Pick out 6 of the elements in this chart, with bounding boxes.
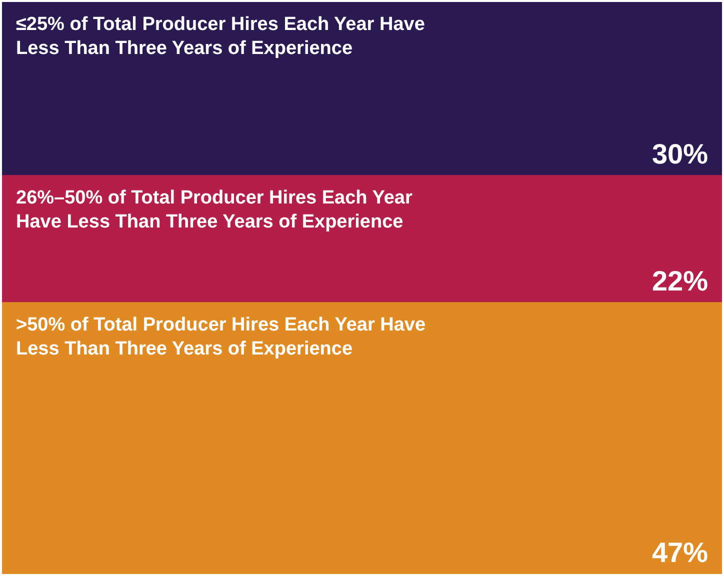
series-label: ≤25% of Total Producer Hires Each Year Have Less Than Three Years of Experience <box>16 14 425 59</box>
data-label: 22% <box>652 265 708 296</box>
series-label: >50% of Total Producer Hires Each Year Have Less Than Three Years of Experience <box>16 314 426 360</box>
series-label: 26%–50% of Total Producer Hires Each Year Have Less Than Three Years of Experience <box>16 187 413 232</box>
data-label: 30% <box>652 138 708 170</box>
data-label: 47% <box>652 537 708 568</box>
